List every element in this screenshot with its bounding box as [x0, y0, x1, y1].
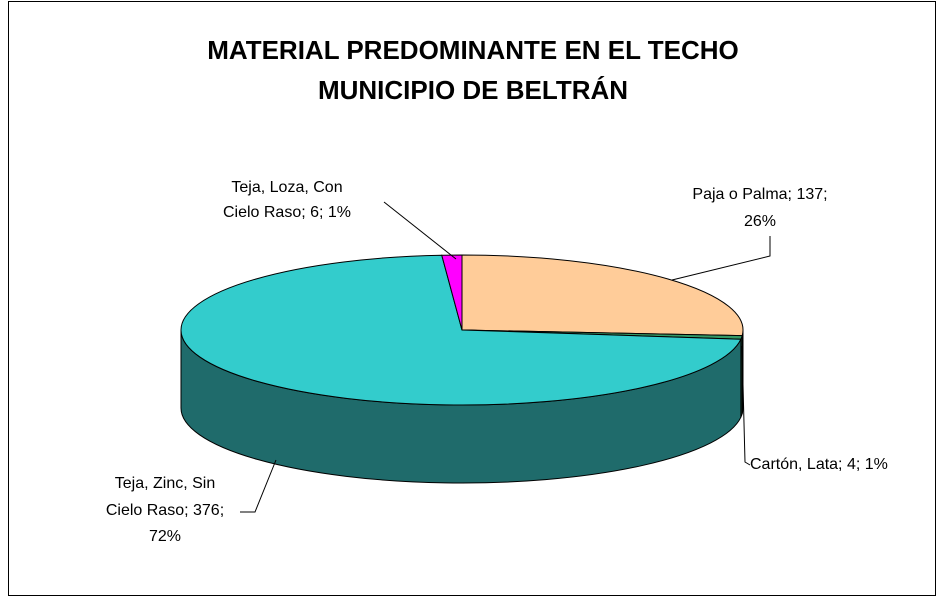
leader-line: [671, 236, 771, 281]
leader-line: [741, 345, 751, 466]
leader-line: [383, 201, 457, 260]
data-label: Paja o Palma; 137;: [692, 186, 827, 203]
leader-line: [240, 459, 277, 513]
data-label: Cielo Raso; 6; 1%: [223, 204, 351, 221]
data-label: 26%: [744, 213, 776, 230]
data-label: Teja, Loza, Con: [231, 179, 342, 196]
data-label: Cartón, Lata; 4; 1%: [750, 456, 888, 473]
chart-subtitle: MUNICIPIO DE BELTRÁN: [318, 75, 628, 105]
slice: [441, 254, 463, 331]
slice: [180, 254, 742, 406]
data-label: Teja, Zinc, Sin: [115, 475, 215, 492]
slice: [461, 254, 744, 337]
data-label: Cielo Raso; 376;: [106, 502, 224, 519]
data-label: 72%: [149, 528, 181, 545]
chart-title: MATERIAL PREDOMINANTE EN EL TECHO: [207, 35, 739, 65]
